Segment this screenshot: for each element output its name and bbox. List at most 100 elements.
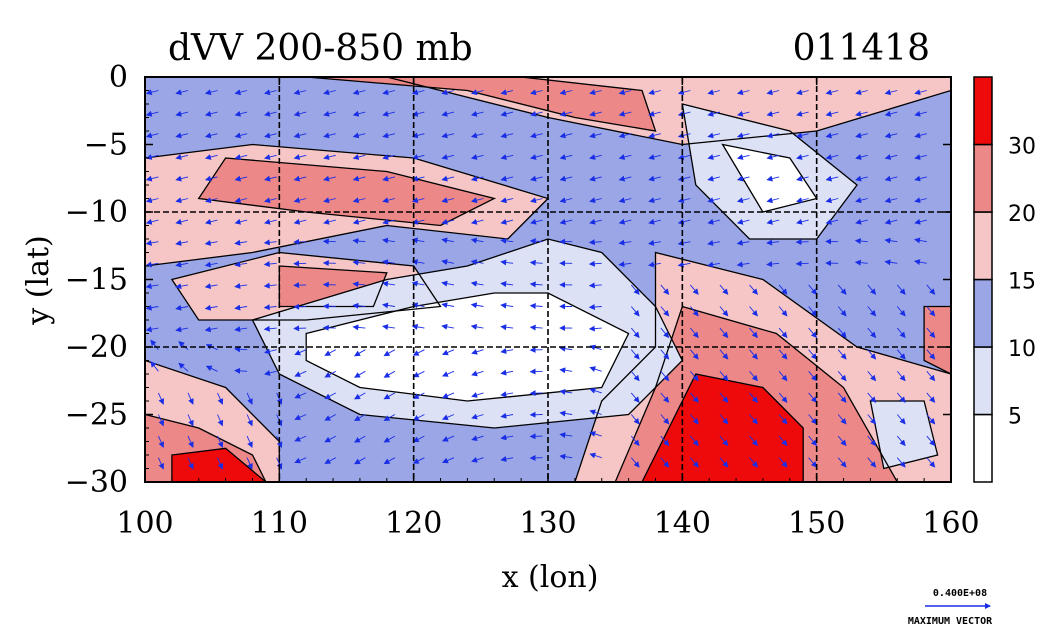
wind-vector: [677, 89, 691, 96]
wind-vector: [588, 325, 602, 332]
colorbar-swatch: [973, 143, 993, 213]
wind-vector: [352, 110, 366, 117]
wind-vector: [719, 284, 729, 295]
wind-vector: [530, 154, 543, 160]
wind-vector: [178, 362, 189, 372]
wind-vector: [618, 132, 632, 139]
wind-vector: [677, 110, 691, 117]
wind-vector: [677, 175, 691, 182]
wind-vector: [175, 197, 189, 204]
wind-vector: [736, 132, 750, 139]
wind-vector: [500, 281, 514, 288]
wind-vector: [175, 154, 189, 160]
wind-vector: [276, 457, 283, 470]
wind-vector: [411, 110, 425, 117]
wind-vector: [766, 154, 780, 160]
wind-vector: [914, 175, 927, 182]
wind-vector: [766, 110, 780, 117]
wind-vector: [324, 370, 337, 378]
wind-vector: [796, 175, 809, 182]
wind-vector: [778, 414, 788, 425]
wind-vector: [926, 284, 936, 295]
wind-vector: [867, 392, 877, 403]
wind-vector: [914, 110, 927, 117]
contour-line: [574, 251, 951, 482]
wind-vector: [914, 154, 927, 160]
wind-vector: [471, 370, 484, 377]
wind-vector: [589, 452, 602, 459]
wind-vector: [837, 392, 847, 403]
wind-vector: [854, 259, 868, 266]
wind-vector: [630, 371, 640, 382]
wind-vector: [719, 327, 729, 339]
wind-vector: [926, 306, 936, 317]
wind-vector: [589, 132, 602, 139]
x-tick-label: 160: [922, 506, 979, 541]
contour-line: [145, 359, 280, 482]
wind-vector: [441, 414, 455, 421]
wind-vector: [707, 197, 721, 204]
wind-vector: [690, 392, 699, 403]
colorbar-swatch: [973, 211, 993, 281]
wind-vector: [441, 349, 455, 356]
wind-vector: [867, 327, 877, 339]
wind-vector: [896, 306, 906, 317]
wind-vector: [145, 283, 159, 290]
wind-vector: [867, 457, 877, 468]
wind-vector: [323, 132, 336, 139]
wind-vector: [719, 371, 729, 382]
wind-vector: [145, 132, 159, 139]
wind-vector: [411, 197, 425, 204]
wind-vector: [263, 261, 277, 267]
wind-vector: [855, 218, 868, 225]
wind-vector: [808, 435, 818, 447]
wind-vector: [352, 197, 366, 204]
wind-vector: [323, 197, 336, 204]
wind-vector: [157, 435, 165, 449]
wind-vector: [630, 414, 640, 425]
wind-vector: [412, 414, 425, 421]
y-tick-label: −10: [65, 195, 128, 230]
wind-vector: [500, 324, 514, 331]
wind-vector: [234, 175, 248, 182]
wind-vector: [263, 282, 277, 289]
wind-vector: [324, 349, 337, 356]
wind-vector: [470, 175, 484, 182]
wind-vector: [677, 132, 691, 139]
vector-scale-value: 0.400E+08: [933, 588, 987, 599]
wind-vector: [324, 392, 337, 400]
wind-vector: [630, 306, 640, 317]
wind-vector: [500, 391, 514, 398]
wind-vector: [778, 306, 788, 317]
wind-vector: [855, 154, 868, 160]
wind-vector: [412, 392, 425, 399]
wind-vector: [896, 327, 906, 339]
wind-vector: [382, 154, 396, 160]
y-tick-label: −5: [84, 128, 128, 163]
wind-vector: [204, 197, 218, 204]
wind-vector: [264, 175, 277, 182]
wind-vector: [855, 132, 868, 139]
wind-vector: [808, 414, 818, 425]
wind-vector: [234, 304, 248, 311]
wind-vector: [707, 89, 721, 96]
wind-vector: [719, 435, 729, 447]
wind-vector: [323, 175, 336, 182]
wind-vector: [778, 349, 788, 360]
wind-vector: [204, 175, 218, 182]
y-tick-label: −30: [65, 465, 128, 500]
wind-vector: [187, 392, 194, 405]
wind-vector: [778, 327, 788, 339]
wind-vector: [896, 457, 906, 468]
wind-vector: [411, 259, 425, 266]
wind-vector: [382, 259, 395, 266]
wind-vector: [589, 409, 602, 416]
contour-line: [306, 77, 657, 132]
wind-vector: [145, 175, 159, 182]
wind-vector: [500, 175, 514, 182]
wind-vector: [276, 392, 283, 405]
wind-vector: [884, 132, 898, 139]
wind-vector: [204, 132, 218, 139]
colorbar-label: 15: [1008, 270, 1036, 295]
wind-vector: [145, 218, 159, 225]
